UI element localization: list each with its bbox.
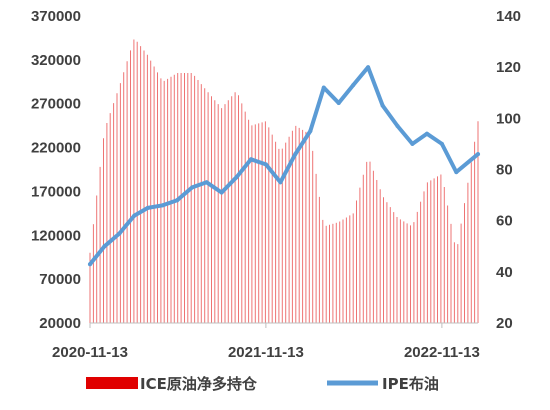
x-tick-label-2: 2022-11-13 [404,344,480,361]
left-axis: 20000 70000 120000 170000 220000 270000 320000… [31,8,81,332]
brent-point-16 [321,85,326,90]
brent-point-13 [278,180,283,185]
brent-point-10 [234,175,239,180]
brent-point-19 [366,65,371,70]
right-tick-label-2: 60 [496,213,513,230]
legend-swatch-net-long [86,377,138,389]
brent-point-8 [204,180,209,185]
brent-point-5 [160,203,165,208]
brent-point-1 [102,244,107,249]
right-axis: 20 40 60 80 100 120 140 [496,8,521,332]
left-tick-label-6: 320000 [31,52,81,69]
right-tick-label-0: 20 [496,315,513,332]
brent-point-11 [249,157,253,162]
brent-point-21 [395,124,400,128]
brent-point-17 [336,101,341,105]
left-tick-label-2: 120000 [31,227,81,244]
right-tick-label-1: 40 [496,264,513,281]
x-tick-label-0: 2020-11-13 [52,344,128,361]
brent-point-24 [439,141,444,146]
right-tick-label-5: 120 [496,59,521,76]
left-tick-label-4: 220000 [31,140,81,157]
brent-point-12 [263,162,268,167]
brent-point-26 [476,152,480,157]
brent-point-25 [454,170,459,175]
brent-point-6 [175,198,180,203]
brent-point-7 [190,185,195,190]
bars-layer [89,39,479,323]
right-tick-label-6: 140 [496,8,521,25]
left-tick-label-5: 270000 [31,96,81,113]
brent-point-20 [380,103,385,108]
left-tick-label-0: 20000 [39,315,81,332]
legend: ICE原油净多持仓 IPE布油 [86,375,439,393]
x-tick-label-1: 2021-11-13 [228,344,304,361]
legend-label-net-long: ICE原油净多持仓 [140,375,258,393]
brent-point-9 [219,190,224,195]
left-tick-label-7: 370000 [31,8,81,25]
brent-point-3 [132,213,137,218]
legend-label-brent: IPE布油 [382,375,439,393]
brent-point-4 [145,205,150,210]
left-tick-label-3: 170000 [31,183,81,200]
brent-point-0 [88,262,92,267]
brent-point-2 [117,231,122,236]
brent-point-23 [424,131,429,136]
left-tick-label-1: 70000 [39,271,81,288]
brent-point-15 [308,129,313,134]
brent-point-14 [293,152,298,157]
line-layer [88,65,480,267]
right-tick-label-3: 80 [496,162,513,179]
right-tick-label-4: 100 [496,110,521,127]
brent-point-18 [351,83,356,88]
x-axis: 2020-11-13 2021-11-13 2022-11-13 [52,323,480,361]
brent-point-22 [410,141,415,146]
